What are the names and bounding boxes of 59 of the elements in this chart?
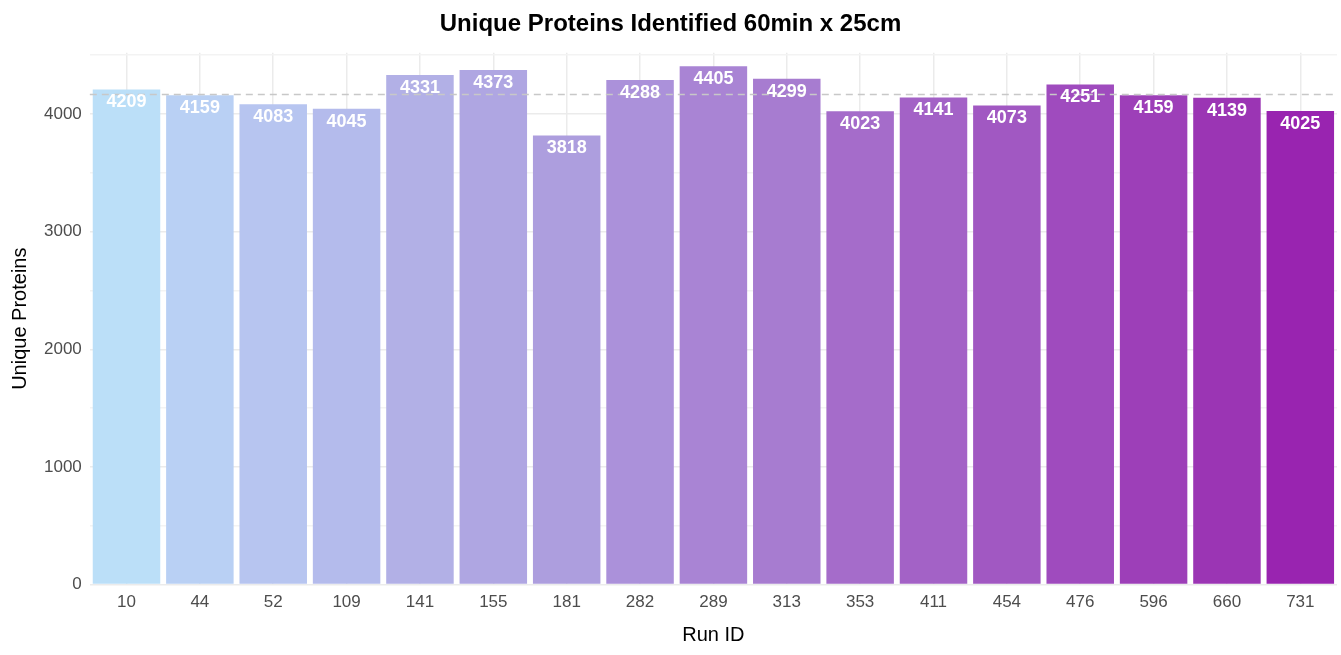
x-tick-label: 660	[1212, 592, 1242, 612]
y-tick-label: 3000	[43, 221, 82, 241]
bar	[753, 78, 821, 584]
x-tick-label: 454	[992, 592, 1022, 612]
data-label: 4373	[473, 72, 514, 93]
y-tick-label: 2000	[43, 338, 82, 358]
data-label: 4331	[399, 77, 440, 98]
bar	[92, 89, 161, 584]
data-label: 4209	[106, 91, 147, 112]
data-label: 4083	[253, 106, 294, 127]
bar	[1193, 97, 1261, 584]
data-label: 4141	[913, 99, 954, 120]
bar	[532, 135, 601, 584]
x-axis-title: Run ID	[682, 622, 745, 645]
y-tick-label: 0	[72, 574, 82, 594]
data-label: 4073	[986, 107, 1027, 128]
data-label: 4299	[766, 80, 807, 101]
bar	[1266, 111, 1335, 584]
bar	[826, 111, 894, 584]
bar	[973, 105, 1041, 584]
bar	[166, 95, 234, 584]
chart-title: Unique Proteins Identified 60min x 25cm	[439, 9, 902, 37]
data-label: 4139	[1206, 99, 1247, 120]
data-label: 4405	[693, 68, 734, 89]
bar	[899, 97, 968, 584]
x-tick-label: 44	[190, 592, 210, 612]
x-tick-label: 181	[552, 592, 581, 612]
x-tick-label: 155	[479, 592, 508, 612]
data-label: 4159	[179, 97, 220, 118]
y-tick-label: 4000	[43, 103, 82, 123]
x-tick-label: 353	[845, 592, 875, 612]
x-tick-label: 141	[405, 592, 435, 612]
x-tick-label: 411	[919, 592, 948, 612]
data-label: 4045	[326, 110, 367, 131]
data-label: 3818	[546, 137, 587, 158]
x-tick-label: 10	[117, 592, 136, 612]
x-tick-label: 731	[1286, 592, 1315, 612]
x-tick-label: 313	[772, 592, 801, 612]
data-label: 4251	[1060, 86, 1101, 107]
bar	[239, 104, 307, 584]
bar	[679, 66, 748, 584]
bar	[386, 75, 454, 584]
data-label: 4025	[1280, 113, 1321, 134]
x-tick-label: 289	[699, 592, 728, 612]
x-tick-label: 282	[625, 592, 655, 612]
y-axis-title: Unique Proteins	[7, 247, 30, 390]
x-tick-label: 52	[263, 592, 283, 612]
y-tick-label: 1000	[43, 456, 82, 476]
x-tick-label: 476	[1066, 592, 1095, 612]
bar	[312, 108, 381, 584]
bar	[606, 80, 674, 584]
data-label: 4159	[1133, 97, 1174, 118]
data-label: 4288	[620, 82, 661, 103]
x-tick-label: 596	[1139, 592, 1168, 612]
data-label: 4023	[840, 113, 881, 134]
bar	[1119, 95, 1188, 584]
bar	[1046, 84, 1114, 584]
bar	[459, 70, 528, 584]
x-tick-label: 109	[332, 592, 361, 612]
